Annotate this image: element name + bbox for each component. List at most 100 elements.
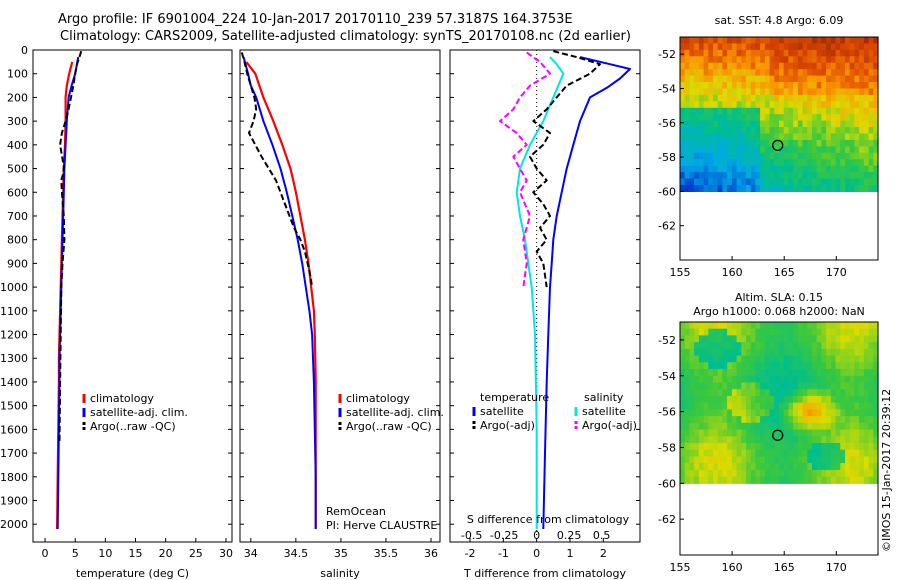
map-cell bbox=[708, 37, 714, 44]
map-cell bbox=[788, 101, 794, 109]
map-cell bbox=[680, 416, 686, 424]
map-cell bbox=[863, 389, 870, 397]
map-cell bbox=[755, 369, 761, 377]
map-cell bbox=[741, 107, 747, 115]
map-cell bbox=[755, 75, 761, 83]
map-cell bbox=[769, 37, 775, 44]
map-cell bbox=[802, 335, 808, 343]
map-cell bbox=[816, 476, 822, 484]
map-cell bbox=[727, 335, 733, 343]
map-cell bbox=[755, 56, 761, 64]
map-cell bbox=[873, 178, 879, 186]
map-cell bbox=[689, 69, 695, 77]
map-cell bbox=[727, 476, 733, 484]
map-cell bbox=[741, 322, 747, 330]
map-cell bbox=[764, 107, 771, 115]
map-cell bbox=[713, 88, 719, 96]
map-cell bbox=[849, 328, 855, 336]
map-cell bbox=[854, 395, 860, 404]
map-cell bbox=[854, 469, 860, 478]
map-cell bbox=[788, 355, 794, 363]
map-cell bbox=[755, 139, 761, 147]
map-cell bbox=[741, 469, 747, 478]
map-cell bbox=[689, 120, 695, 128]
map-cell bbox=[779, 328, 785, 336]
map-cell bbox=[741, 133, 747, 141]
map-cell bbox=[859, 469, 865, 478]
map-cell bbox=[863, 409, 870, 417]
map-cell bbox=[821, 335, 827, 343]
map-cell bbox=[755, 172, 761, 180]
map-cell bbox=[812, 369, 818, 377]
map-cell bbox=[722, 88, 728, 96]
map-cell bbox=[788, 178, 794, 186]
map-cell bbox=[873, 37, 879, 44]
map-cell bbox=[783, 348, 789, 357]
map-cell bbox=[708, 152, 714, 160]
map-cell bbox=[807, 469, 813, 478]
map-cell bbox=[835, 165, 841, 173]
map-cell bbox=[689, 185, 695, 192]
map-cell bbox=[812, 335, 818, 343]
map-cell bbox=[835, 133, 841, 141]
map-cell bbox=[741, 69, 747, 77]
map-cell bbox=[764, 409, 771, 417]
map-cell bbox=[807, 107, 813, 115]
map-cell bbox=[807, 159, 813, 167]
map-cell bbox=[807, 62, 813, 70]
y-tick-label: 600 bbox=[7, 186, 28, 199]
map-cell bbox=[835, 449, 841, 457]
map-cell bbox=[802, 362, 808, 370]
map-cell bbox=[713, 114, 719, 122]
map-cell bbox=[698, 322, 705, 330]
map-cell bbox=[755, 185, 761, 192]
map-cell bbox=[849, 43, 855, 51]
map-cell bbox=[863, 49, 870, 57]
map-cell bbox=[779, 342, 785, 350]
map-cell bbox=[845, 449, 851, 457]
map-cell bbox=[854, 37, 860, 44]
map-cell bbox=[774, 355, 780, 363]
series-line-temperature-satellite bbox=[542, 56, 631, 530]
map-cell bbox=[835, 375, 841, 384]
map-cell bbox=[774, 456, 780, 464]
map-cell bbox=[689, 395, 695, 404]
map-cell bbox=[713, 369, 719, 377]
map-cell bbox=[713, 172, 719, 180]
map-cell bbox=[830, 389, 837, 397]
map-cell bbox=[821, 114, 827, 122]
map-cell bbox=[680, 456, 686, 464]
legend-label: satellite-adj. clim. bbox=[90, 406, 188, 419]
map-cell bbox=[826, 422, 832, 431]
y-tick-label: -58 bbox=[658, 151, 676, 164]
map-cell bbox=[727, 369, 733, 377]
map-cell bbox=[727, 382, 733, 390]
map-cell bbox=[694, 355, 700, 363]
map-cell bbox=[689, 165, 695, 173]
map-cell bbox=[783, 178, 789, 186]
map-cell bbox=[680, 114, 686, 122]
map-cell bbox=[783, 395, 789, 404]
map-cell bbox=[845, 375, 851, 384]
map-cell bbox=[826, 355, 832, 363]
map-cell bbox=[859, 165, 865, 173]
map-cell bbox=[769, 159, 775, 167]
map-cell bbox=[868, 178, 874, 186]
map-cell bbox=[769, 476, 775, 484]
map-cell bbox=[680, 185, 686, 192]
map-cell bbox=[689, 75, 695, 83]
map-cell bbox=[698, 69, 705, 77]
map-cell bbox=[694, 43, 700, 51]
map-cell bbox=[845, 409, 851, 417]
map-cell bbox=[797, 443, 804, 451]
map-cell bbox=[797, 342, 804, 350]
map-cell bbox=[849, 146, 855, 154]
map-cell bbox=[816, 322, 822, 330]
map-cell bbox=[849, 75, 855, 83]
map-cell bbox=[741, 422, 747, 431]
y-tick-label: 700 bbox=[7, 210, 28, 223]
map-cell bbox=[873, 409, 879, 417]
map-cell bbox=[863, 172, 870, 180]
map-cell bbox=[802, 69, 808, 77]
map-cell bbox=[689, 139, 695, 147]
